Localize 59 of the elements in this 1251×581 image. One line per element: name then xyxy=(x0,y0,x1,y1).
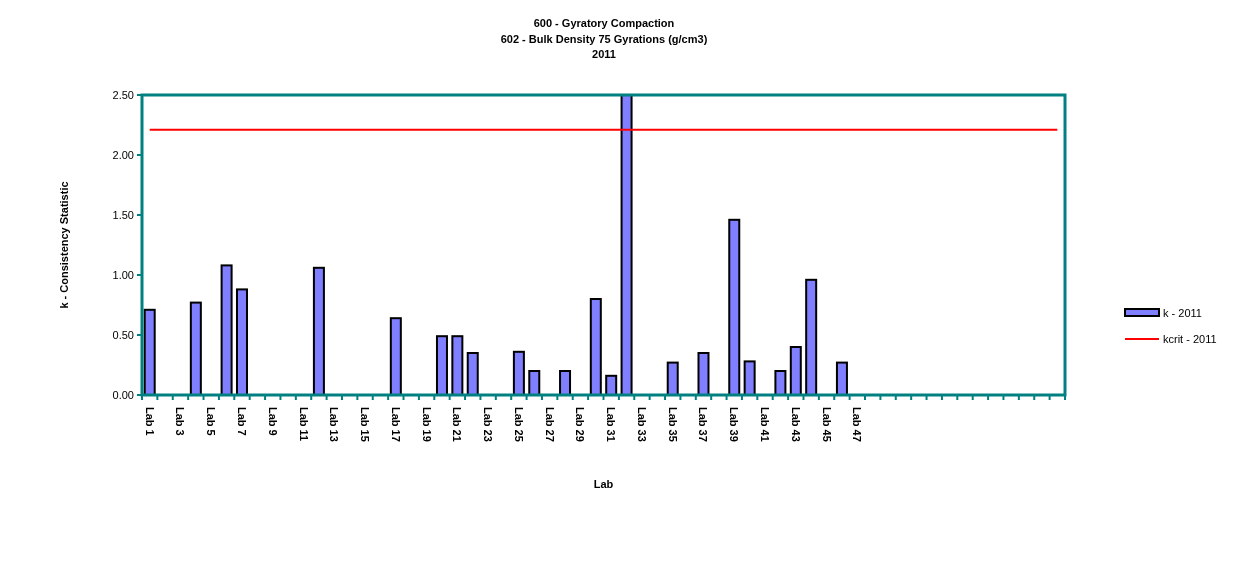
bar xyxy=(789,346,802,396)
bar xyxy=(189,301,202,396)
x-tick-label: Lab 25 xyxy=(512,407,525,442)
x-tick-label: Lab 35 xyxy=(666,407,679,442)
x-tick-label: Lab 43 xyxy=(789,407,802,442)
y-tick-label: 1.50 xyxy=(112,209,134,221)
bar xyxy=(512,350,525,396)
bar xyxy=(697,352,710,396)
chart-title: 600 - Gyratory Compaction xyxy=(533,17,675,29)
legend-label: k - 2011 xyxy=(1163,307,1202,319)
y-tick-label: 0.50 xyxy=(112,329,134,341)
bar xyxy=(389,317,402,396)
x-tick-label: Lab 27 xyxy=(543,407,556,442)
x-tick-label: Lab 45 xyxy=(820,407,833,442)
x-tick-label: Lab 15 xyxy=(359,407,372,442)
x-tick-label: Lab 47 xyxy=(851,407,864,442)
bar xyxy=(666,361,679,396)
x-tick-label: Lab 33 xyxy=(635,407,648,442)
bar xyxy=(774,370,787,396)
bar xyxy=(528,370,541,396)
x-tick-label: Lab 21 xyxy=(451,407,464,442)
x-tick-label: Lab 13 xyxy=(328,407,341,442)
bar xyxy=(620,94,633,396)
x-tick-label: Lab 7 xyxy=(235,407,248,436)
bar xyxy=(835,361,848,396)
x-tick-label: Lab 17 xyxy=(389,407,402,442)
x-tick-label: Lab 19 xyxy=(420,407,433,442)
x-tick-label: Lab 1 xyxy=(143,407,156,436)
x-axis-title: Lab xyxy=(593,478,614,490)
bar xyxy=(589,298,602,396)
bar xyxy=(559,370,572,396)
x-tick-label: Lab 23 xyxy=(482,407,495,442)
bar xyxy=(728,218,741,396)
chart-subtitle: 602 - Bulk Density 75 Gyrations (g/cm3) 2011 xyxy=(500,33,708,60)
legend-label: kcrit - 2011 xyxy=(1163,333,1217,345)
x-tick-label: Lab 3 xyxy=(174,407,187,436)
x-tick-label: Lab 37 xyxy=(697,407,710,442)
y-axis-title: k - Consistency Statistic xyxy=(58,181,70,309)
x-tick-label: Lab 29 xyxy=(574,407,587,442)
bar xyxy=(143,308,156,396)
x-tick-label: Lab 31 xyxy=(605,407,618,442)
x-tick-label: Lab 5 xyxy=(205,407,218,436)
x-tick-label: Lab 41 xyxy=(759,407,772,442)
y-tick-label: 2.50 xyxy=(112,89,134,101)
bar xyxy=(220,264,233,396)
bar xyxy=(805,278,818,396)
x-tick-label: Lab 11 xyxy=(297,407,310,442)
bar xyxy=(605,374,618,396)
bar xyxy=(466,352,479,396)
y-tick-label: 0.00 xyxy=(112,389,134,401)
y-tick-label: 1.00 xyxy=(112,269,134,281)
bar xyxy=(451,335,464,396)
bar xyxy=(435,335,448,396)
x-tick-label: Lab 9 xyxy=(266,407,279,436)
bar xyxy=(312,266,325,396)
bar xyxy=(235,288,248,396)
x-tick-label: Lab 39 xyxy=(728,407,741,442)
y-tick-label: 2.00 xyxy=(112,149,134,161)
bar xyxy=(743,360,756,396)
